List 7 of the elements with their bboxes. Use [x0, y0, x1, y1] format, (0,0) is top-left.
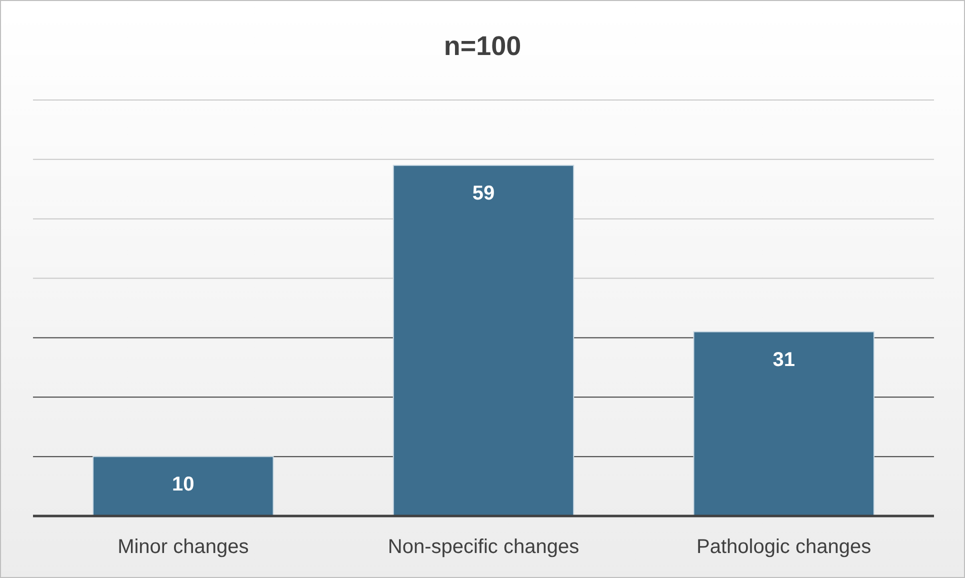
x-tick-label: Pathologic changes: [696, 536, 872, 558]
chart-title: n=100: [444, 31, 522, 61]
x-tick-label: Non-specific changes: [388, 536, 580, 558]
data-label: 59: [472, 182, 495, 204]
x-tick-label: Minor changes: [118, 536, 249, 558]
data-label: 10: [172, 474, 194, 496]
data-label: 31: [772, 348, 795, 371]
